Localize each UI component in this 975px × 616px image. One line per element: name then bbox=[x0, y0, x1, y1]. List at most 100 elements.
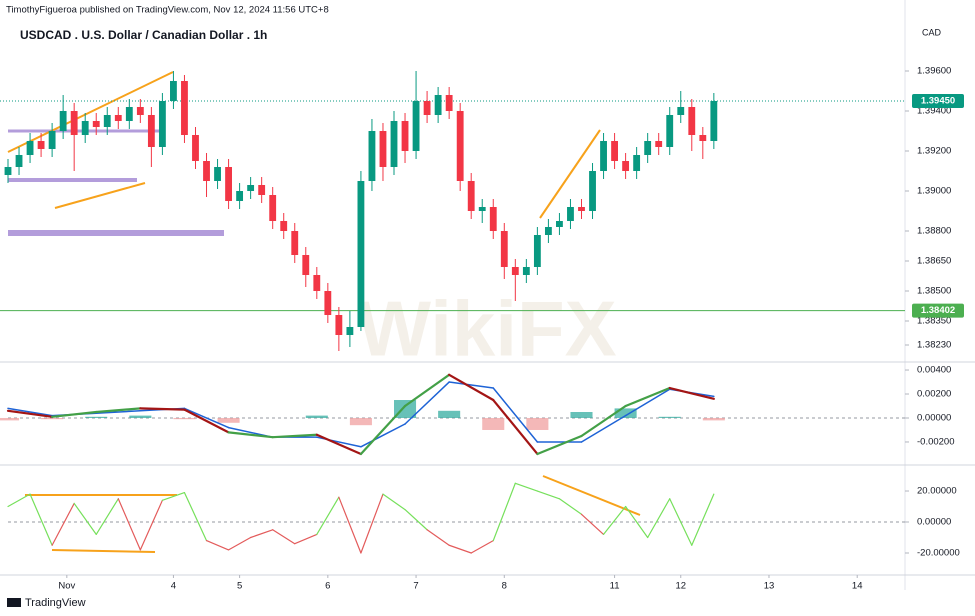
histogram-bar bbox=[482, 417, 505, 430]
candle-body bbox=[710, 101, 718, 141]
oscillator-line bbox=[691, 493, 715, 546]
macd-line bbox=[95, 407, 142, 414]
candle-body bbox=[59, 111, 67, 131]
macd-line bbox=[139, 407, 186, 411]
candle-body bbox=[280, 221, 288, 231]
brand: TradingView bbox=[7, 597, 86, 609]
histogram-bar bbox=[305, 415, 328, 418]
candle-body bbox=[291, 231, 299, 255]
histogram-bar bbox=[41, 417, 64, 420]
oscillator-line bbox=[338, 496, 362, 554]
candle-body bbox=[688, 107, 696, 135]
oscillator-line bbox=[139, 499, 164, 551]
oscillator-line bbox=[161, 491, 186, 501]
histogram-bar bbox=[173, 417, 196, 420]
y-tick-label: 1.39400 bbox=[917, 106, 951, 117]
oscillator-line bbox=[625, 505, 649, 539]
candle-body bbox=[445, 95, 453, 111]
macd-line bbox=[668, 386, 715, 400]
price-label-box bbox=[912, 94, 964, 108]
y-tick-label: 20.00000 bbox=[917, 486, 957, 497]
oscillator-line bbox=[492, 482, 516, 542]
oscillator-line bbox=[294, 533, 318, 545]
candle-body bbox=[522, 267, 530, 275]
brand-name: TradingView bbox=[25, 597, 86, 609]
macd-line bbox=[448, 373, 495, 402]
histogram-bar bbox=[702, 417, 725, 421]
candle-body bbox=[423, 101, 431, 115]
signal-line bbox=[492, 387, 539, 443]
macd-line bbox=[183, 408, 230, 434]
candle-body bbox=[489, 207, 497, 231]
y-tick-label: 1.38800 bbox=[917, 226, 951, 237]
candle-body bbox=[456, 111, 464, 181]
y-tick-label: 1.39600 bbox=[917, 66, 951, 77]
y-tick-label: 1.38350 bbox=[917, 316, 951, 327]
candle-body bbox=[214, 167, 221, 181]
candle-body bbox=[324, 291, 332, 315]
price-label-box bbox=[912, 303, 964, 318]
candle-body bbox=[699, 135, 707, 141]
trend-line bbox=[7, 71, 174, 153]
oscillator-line bbox=[647, 498, 671, 539]
publisher: TimothyFigueroa published on TradingView… bbox=[6, 5, 329, 16]
x-tick-label: 7 bbox=[413, 581, 418, 592]
candle-body bbox=[368, 131, 376, 181]
x-tick-label: 8 bbox=[502, 581, 507, 592]
candle-body bbox=[644, 141, 652, 155]
candle-body bbox=[567, 207, 574, 221]
candle-body bbox=[181, 81, 188, 135]
candle-body bbox=[666, 115, 674, 147]
candle-body bbox=[611, 141, 618, 161]
candle-body bbox=[556, 221, 563, 227]
y-tick-label: 0.00000 bbox=[917, 517, 951, 528]
candle-body bbox=[192, 135, 199, 161]
candle-body bbox=[313, 275, 321, 291]
oscillator-line bbox=[558, 498, 583, 515]
histogram-bar bbox=[614, 408, 637, 418]
x-tick-label: 13 bbox=[764, 581, 775, 592]
oscillator-line bbox=[272, 529, 296, 545]
y-tick-label: 1.38500 bbox=[917, 286, 951, 297]
candle-body bbox=[15, 155, 23, 167]
candle-body bbox=[379, 131, 387, 167]
oscillator-line bbox=[426, 529, 450, 546]
candle-body bbox=[236, 191, 244, 201]
oscillator-line bbox=[250, 529, 274, 539]
macd-line bbox=[359, 404, 407, 456]
candle-body bbox=[92, 121, 100, 127]
x-tick-label: 11 bbox=[610, 581, 620, 592]
candle-body bbox=[4, 167, 12, 175]
candle-body bbox=[677, 107, 685, 115]
histogram-bar bbox=[217, 417, 240, 423]
candle-body bbox=[335, 315, 343, 335]
y-tick-label: -20.00000 bbox=[917, 548, 960, 559]
candle-body bbox=[247, 185, 255, 191]
trend-line bbox=[539, 129, 601, 219]
candle-body bbox=[467, 181, 475, 211]
candle-body bbox=[269, 195, 277, 221]
candle-body bbox=[147, 115, 155, 147]
oscillator-line bbox=[448, 544, 472, 554]
histogram-bar bbox=[129, 415, 152, 418]
oscillator-line bbox=[360, 493, 384, 554]
oscillator-line bbox=[669, 498, 693, 546]
candle-body bbox=[622, 161, 630, 171]
watermark: WikiFX bbox=[357, 285, 616, 373]
histogram-bar bbox=[658, 416, 681, 418]
signal-line bbox=[404, 381, 450, 425]
y-tick-label: -0.00200 bbox=[917, 436, 955, 447]
y-tick-label: 1.39200 bbox=[917, 146, 951, 157]
x-tick-label: 12 bbox=[675, 581, 686, 592]
candle-body bbox=[170, 81, 177, 101]
candle-body bbox=[655, 141, 663, 147]
candle-body bbox=[70, 111, 78, 135]
macd-line bbox=[6, 409, 54, 418]
macd-line bbox=[536, 434, 583, 456]
macd-line bbox=[315, 433, 363, 456]
candle-body bbox=[412, 101, 420, 151]
price-label: 1.39450 bbox=[921, 96, 955, 107]
macd-line bbox=[624, 386, 671, 408]
candle-body bbox=[511, 267, 519, 275]
oscillator-line bbox=[602, 505, 627, 536]
